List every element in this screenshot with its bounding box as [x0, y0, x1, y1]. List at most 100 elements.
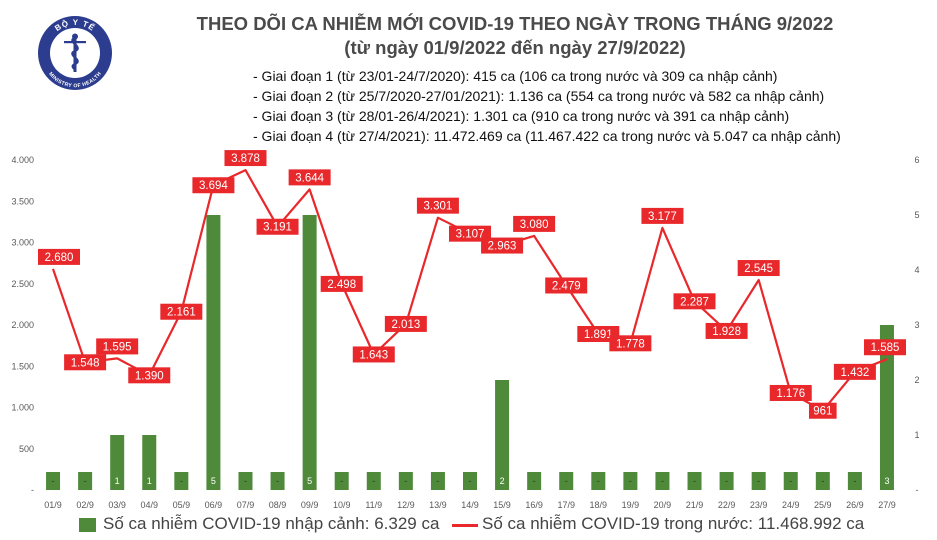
domestic-value-label-box	[64, 354, 107, 371]
import-bar-value-label: -	[853, 476, 856, 486]
caduceus-logo-icon: BỘ Y TẾ MINISTRY OF HEALTH	[38, 16, 112, 90]
domestic-value-label-box	[449, 225, 491, 242]
import-bar-value-label: -	[757, 476, 760, 486]
domestic-value-label-box	[769, 384, 812, 401]
domestic-value-label: 1.548	[71, 357, 100, 369]
import-bar	[302, 215, 317, 490]
domestic-value-label-box	[641, 207, 684, 224]
import-bar	[270, 472, 285, 490]
domestic-value-label: 2.287	[680, 296, 709, 308]
y-tick-label-left: 1.000	[11, 403, 34, 413]
import-bar-value-label: -	[340, 476, 343, 486]
x-tick-label: 06/9	[205, 500, 223, 510]
x-tick-label: 03/9	[108, 500, 126, 510]
import-bar	[687, 472, 702, 490]
y-tick-label-right: 1	[914, 430, 919, 440]
import-bar	[366, 472, 381, 490]
y-tick-label-left: 3.500	[11, 196, 34, 206]
y-tick-label-right: 3	[914, 320, 919, 330]
y-tick-label-right: 4	[914, 265, 919, 275]
domestic-value-label-box	[577, 325, 620, 342]
domestic-value-label-box	[192, 177, 235, 194]
domestic-value-label-box	[673, 293, 716, 310]
y-tick-label-left: 2.000	[11, 320, 34, 330]
import-bar	[527, 472, 542, 490]
note-phase-4: - Giai đoạn 4 (từ 27/4/2021): 11.472.469…	[253, 128, 841, 144]
x-tick-label: 25/9	[814, 500, 832, 510]
import-bar	[430, 472, 445, 490]
domestic-value-label: 2.545	[744, 263, 773, 275]
import-bar	[719, 472, 734, 490]
x-tick-label: 27/9	[878, 500, 896, 510]
import-bar	[78, 472, 93, 490]
domestic-value-label-box	[384, 315, 427, 332]
import-bar	[495, 380, 510, 490]
domestic-value-label: 1.891	[584, 329, 613, 341]
x-tick-label: 10/9	[333, 500, 351, 510]
x-tick-label: 14/9	[461, 500, 479, 510]
chart-title: THEO DÕI CA NHIỄM MỚI COVID-19 THEO NGÀY…	[130, 12, 900, 60]
x-tick-label: 01/9	[44, 500, 62, 510]
y-tick-label-left: 500	[19, 444, 34, 454]
import-bar	[655, 472, 670, 490]
domestic-value-label: 3.177	[648, 211, 677, 223]
cumulative-notes: - Giai đoạn 1 (từ 23/01-24/7/2020): 415 …	[253, 66, 841, 146]
domestic-value-label: 3.191	[263, 222, 292, 234]
x-tick-label: 26/9	[846, 500, 864, 510]
import-bar-value-label: -	[84, 476, 87, 486]
domestic-value-label-box	[128, 367, 171, 384]
import-bar	[751, 472, 766, 490]
domestic-value-label-box	[288, 169, 331, 186]
domestic-value-label: 1.432	[840, 367, 869, 379]
domestic-value-label-box	[864, 339, 906, 356]
domestic-value-label: 3.644	[295, 172, 324, 184]
domestic-value-label: 3.107	[456, 229, 485, 241]
import-bar-value-label: -	[565, 476, 568, 486]
note-phase-2: - Giai đoạn 2 (từ 25/7/2020-27/01/2021):…	[253, 88, 825, 104]
import-bar	[334, 472, 349, 490]
domestic-value-label-box	[160, 303, 203, 320]
legend: Số ca nhiễm COVID-19 nhập cảnh: 6.329 ca…	[0, 514, 937, 536]
import-bar	[623, 472, 638, 490]
import-bar-value-label: -	[404, 476, 407, 486]
legend-line-label: Số ca nhiễm COVID-19 trong nước: 11.468.…	[482, 514, 865, 533]
domestic-value-label-box	[705, 322, 748, 339]
import-bar-value-label: 5	[211, 476, 216, 486]
domestic-value-label: 2.161	[167, 307, 196, 319]
domestic-value-label-box	[416, 197, 459, 214]
domestic-value-label: 2.963	[488, 241, 517, 253]
import-bar	[398, 472, 413, 490]
chart-title-line1: THEO DÕI CA NHIỄM MỚI COVID-19 THEO NGÀY…	[196, 13, 834, 34]
domestic-value-label: 3.878	[231, 153, 260, 165]
import-bar	[463, 472, 477, 490]
chart-title-line2: (từ ngày 01/9/2022 đến ngày 27/9/2022)	[344, 37, 686, 58]
domestic-value-label-box	[481, 237, 524, 254]
import-bar	[815, 472, 830, 490]
y-tick-label-left: 4.000	[11, 155, 34, 165]
import-bar	[559, 472, 574, 490]
domestic-value-label-box	[609, 335, 652, 352]
import-bar	[142, 435, 157, 490]
chart-canvas: - 500 1.000 1.500 2.000 2.500 3.000 3.500 4.000 -…	[11, 150, 920, 510]
domestic-value-label-box	[320, 275, 363, 292]
domestic-value-label: 2.680	[45, 252, 74, 264]
import-bar-value-label: -	[693, 476, 696, 486]
domestic-value-label: 1.928	[712, 326, 741, 338]
x-tick-label: 07/9	[237, 500, 255, 510]
import-bar	[783, 472, 798, 490]
domestic-value-label-box	[545, 277, 588, 294]
x-tick-label: 05/9	[173, 500, 191, 510]
import-bar-value-label: 1	[115, 476, 120, 486]
y-tick-label-right: 6	[914, 155, 919, 165]
x-tick-label: 19/9	[622, 500, 640, 510]
domestic-value-label: 3.080	[520, 219, 549, 231]
import-bar-value-label: -	[533, 476, 536, 486]
import-bar	[174, 472, 189, 490]
import-bar-value-label: 3	[884, 476, 889, 486]
domestic-value-label: 3.694	[199, 180, 228, 192]
y-tick-label-left: 2.500	[11, 279, 34, 289]
import-bar-value-label: 1	[147, 476, 152, 486]
x-tick-label: 09/9	[301, 500, 319, 510]
domestic-value-label: 2.479	[552, 280, 581, 292]
import-bar-value-label: -	[52, 476, 55, 486]
